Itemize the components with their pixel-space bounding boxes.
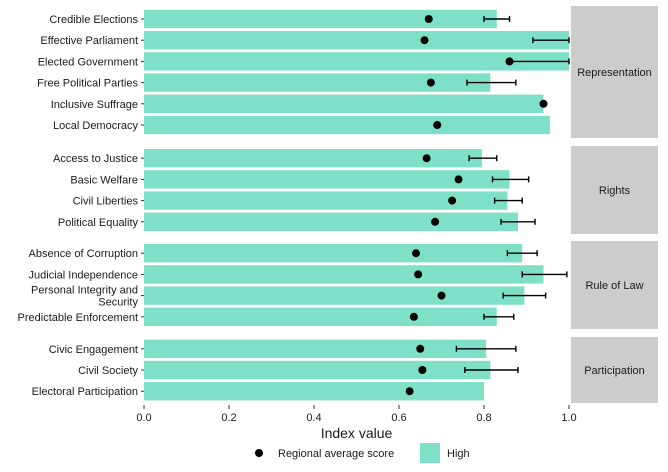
error-bar-political-equality (500, 218, 536, 225)
category-label-access-to-justice: Access to Justice (53, 153, 138, 165)
bar-basic-welfare (144, 170, 510, 189)
category-label-civil-society: Civil Society (78, 365, 138, 377)
facet-strip-participation (571, 337, 658, 403)
category-label-credible-elections: Credible Elections (49, 14, 138, 26)
avg-point-civic-engagement (416, 344, 425, 353)
bar-civil-liberties (144, 191, 508, 210)
facet-strip-rule-of-law (571, 241, 658, 329)
error-bar-effective-parliament (532, 37, 570, 44)
avg-point-personal-integrity-and-security (437, 291, 446, 300)
facet-strip-rights (571, 146, 658, 234)
legend-key-point (255, 449, 263, 457)
category-label-local-democracy: Local Democracy (53, 120, 138, 132)
avg-point-effective-parliament (420, 36, 429, 45)
avg-point-access-to-justice (422, 154, 431, 163)
legend-label-point: Regional average score (278, 448, 394, 460)
facet-label-rights: Rights (599, 185, 631, 197)
facet-label-rule-of-law: Rule of Law (585, 280, 643, 292)
bar-civic-engagement (144, 339, 487, 358)
avg-point-elected-government (505, 57, 514, 66)
x-tick-label-0-0: 0.0 (136, 412, 151, 424)
x-tick-label-0-8: 0.8 (476, 412, 491, 424)
category-label-predictable-enforcement: Predictable Enforcement (18, 312, 138, 324)
bar-credible-elections (144, 9, 497, 29)
error-bar-personal-integrity-and-security (502, 292, 547, 299)
legend-key-bar (420, 443, 440, 463)
avg-point-civil-society (418, 366, 427, 374)
facet-strip-representation (571, 6, 658, 138)
category-label-elected-government: Elected Government (38, 56, 138, 68)
bar-personal-integrity-and-security (144, 286, 525, 305)
facet-label-participation: Participation (584, 365, 645, 377)
category-label-electoral-participation: Electoral Participation (32, 386, 138, 398)
legend-label-bar: High (447, 448, 470, 460)
category-label-civil-liberties: Civil Liberties (73, 196, 139, 208)
error-bar-civic-engagement (455, 345, 517, 352)
bar-elected-government (144, 52, 569, 71)
facet-label-representation: Representation (577, 67, 652, 79)
bar-inclusive-suffrage (144, 94, 544, 113)
bar-local-democracy (144, 115, 550, 135)
bar-absence-of-corruption (144, 244, 523, 263)
bar-political-equality (144, 212, 518, 231)
bar-access-to-justice (144, 149, 482, 168)
avg-point-political-equality (431, 217, 440, 226)
avg-point-local-democracy (433, 121, 442, 129)
avg-point-basic-welfare (454, 175, 463, 184)
x-tick-label-1-0: 1.0 (561, 412, 576, 424)
bar-free-political-parties (144, 73, 491, 92)
avg-point-civil-liberties (448, 196, 457, 205)
bar-predictable-enforcement (144, 307, 497, 326)
error-bar-judicial-independence (521, 271, 568, 278)
avg-point-judicial-independence (414, 270, 423, 279)
bar-electoral-participation (144, 382, 484, 401)
x-tick-label-0-2: 0.2 (221, 412, 236, 424)
avg-point-free-political-parties (426, 78, 435, 87)
error-bar-access-to-justice (468, 155, 498, 162)
category-label-judicial-independence: Judicial Independence (29, 269, 138, 281)
category-label-inclusive-suffrage: Inclusive Suffrage (51, 99, 138, 111)
error-bar-credible-elections (483, 16, 511, 22)
bar-civil-society (144, 360, 491, 380)
bar-effective-parliament (144, 31, 569, 50)
avg-point-electoral-participation (405, 387, 414, 396)
x-tick-label-0-4: 0.4 (306, 412, 321, 424)
category-label-civic-engagement: Civic Engagement (49, 344, 138, 356)
x-axis-title: Index value (321, 425, 393, 441)
error-bar-absence-of-corruption (506, 250, 538, 257)
avg-point-predictable-enforcement (409, 312, 418, 321)
category-label-free-political-parties: Free Political Parties (37, 78, 138, 90)
category-label-effective-parliament: Effective Parliament (40, 35, 138, 47)
x-tick-label-0-6: 0.6 (391, 412, 406, 424)
avg-point-inclusive-suffrage (539, 99, 548, 108)
avg-point-absence-of-corruption (412, 249, 420, 258)
bar-judicial-independence (144, 265, 544, 284)
category-label-personal-integrity-and-security: Personal Integrity and Security (31, 285, 139, 309)
error-bar-free-political-parties (466, 79, 517, 86)
legend: Regional average score High (255, 443, 470, 463)
category-label-political-equality: Political Equality (58, 217, 139, 229)
error-bar-basic-welfare (491, 176, 530, 183)
error-bar-civil-society (464, 367, 519, 373)
error-bar-predictable-enforcement (483, 313, 515, 320)
category-label-absence-of-corruption: Absence of Corruption (29, 248, 138, 260)
error-bar-civil-liberties (493, 197, 523, 204)
category-label-basic-welfare: Basic Welfare (70, 174, 138, 186)
avg-point-credible-elections (424, 15, 433, 23)
